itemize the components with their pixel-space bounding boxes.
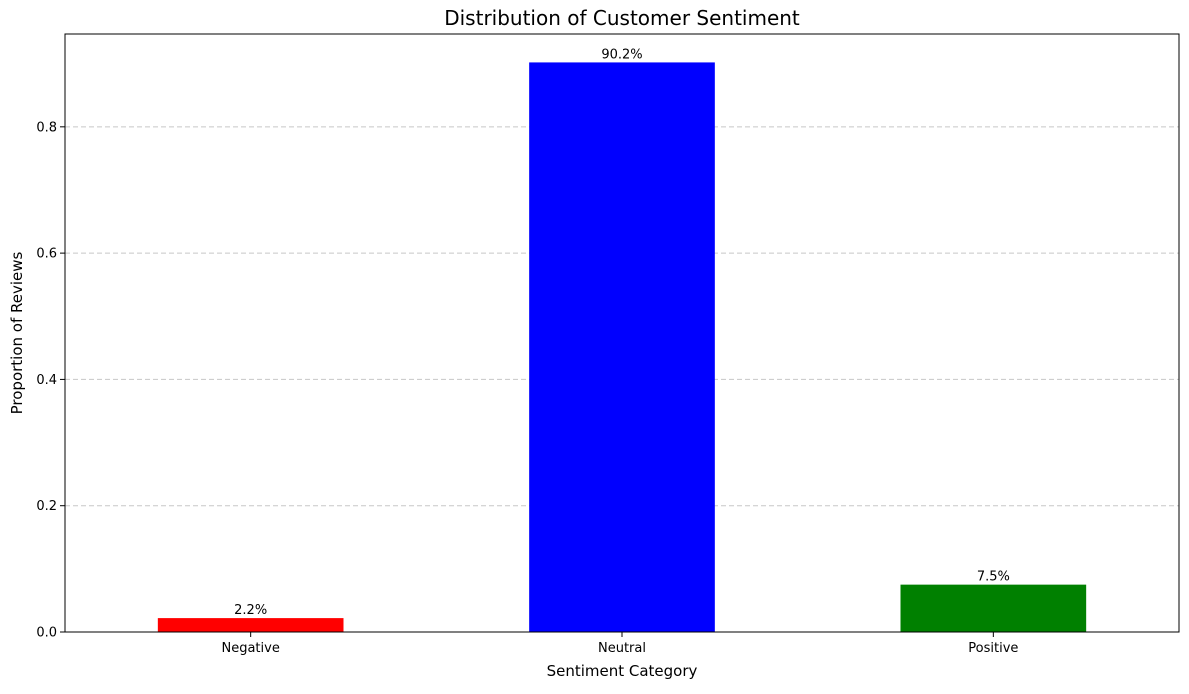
x-axis-label: Sentiment Category bbox=[547, 662, 698, 680]
x-ticks-layer: Negative Neutral Positive bbox=[221, 632, 1018, 656]
x-tick-label-neutral: Neutral bbox=[598, 641, 646, 656]
y-tick-label: 0.6 bbox=[36, 247, 57, 262]
y-tick-label: 0.0 bbox=[36, 626, 57, 641]
y-ticks-layer: 0.0 0.2 0.4 0.6 0.8 bbox=[36, 120, 65, 641]
data-label-negative: 2.2% bbox=[234, 603, 267, 618]
bars-layer bbox=[157, 62, 1087, 632]
x-tick-label-negative: Negative bbox=[221, 641, 279, 656]
bar-positive bbox=[900, 584, 1087, 632]
y-tick-label: 0.2 bbox=[36, 499, 57, 514]
y-tick-label: 0.4 bbox=[36, 373, 57, 388]
chart-title: Distribution of Customer Sentiment bbox=[444, 6, 800, 30]
bar-negative bbox=[157, 618, 344, 632]
bar-neutral bbox=[529, 62, 715, 632]
data-label-positive: 7.5% bbox=[977, 570, 1010, 585]
data-labels-layer: 2.2% 90.2% 7.5% bbox=[234, 47, 1010, 618]
x-tick-label-positive: Positive bbox=[968, 641, 1018, 656]
y-axis-label: Proportion of Reviews bbox=[8, 251, 26, 414]
y-tick-label: 0.8 bbox=[36, 120, 57, 135]
data-label-neutral: 90.2% bbox=[601, 47, 642, 62]
